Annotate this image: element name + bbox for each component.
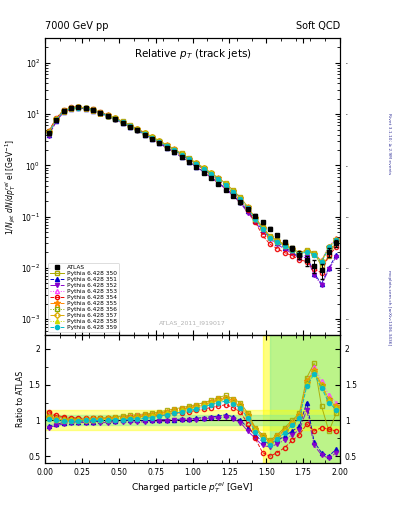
Bar — [263, 334, 340, 463]
Y-axis label: $1/N_{jet}\ dN/dp_T^{rel}$ el [GeV$^{-1}$]: $1/N_{jet}\ dN/dp_T^{rel}$ el [GeV$^{-1}… — [4, 138, 18, 234]
Text: Soft QCD: Soft QCD — [296, 20, 340, 31]
Text: ATLAS_2011_I919017: ATLAS_2011_I919017 — [159, 320, 226, 326]
Text: mcplots.cern.ch [arXiv:1306.3436]: mcplots.cern.ch [arXiv:1306.3436] — [387, 270, 391, 345]
Y-axis label: Ratio to ATLAS: Ratio to ATLAS — [17, 371, 26, 427]
Bar — [270, 334, 340, 463]
X-axis label: Charged particle $p_T^{rel}$ [GeV]: Charged particle $p_T^{rel}$ [GeV] — [132, 480, 253, 495]
Text: 7000 GeV pp: 7000 GeV pp — [45, 20, 109, 31]
Legend: ATLAS, Pythia 6.428 350, Pythia 6.428 351, Pythia 6.428 352, Pythia 6.428 353, P: ATLAS, Pythia 6.428 350, Pythia 6.428 35… — [48, 263, 119, 332]
Text: Relative $p_T$ (track jets): Relative $p_T$ (track jets) — [134, 47, 252, 61]
Text: Rivet 3.1.10; ≥ 2.9M events: Rivet 3.1.10; ≥ 2.9M events — [387, 113, 391, 174]
